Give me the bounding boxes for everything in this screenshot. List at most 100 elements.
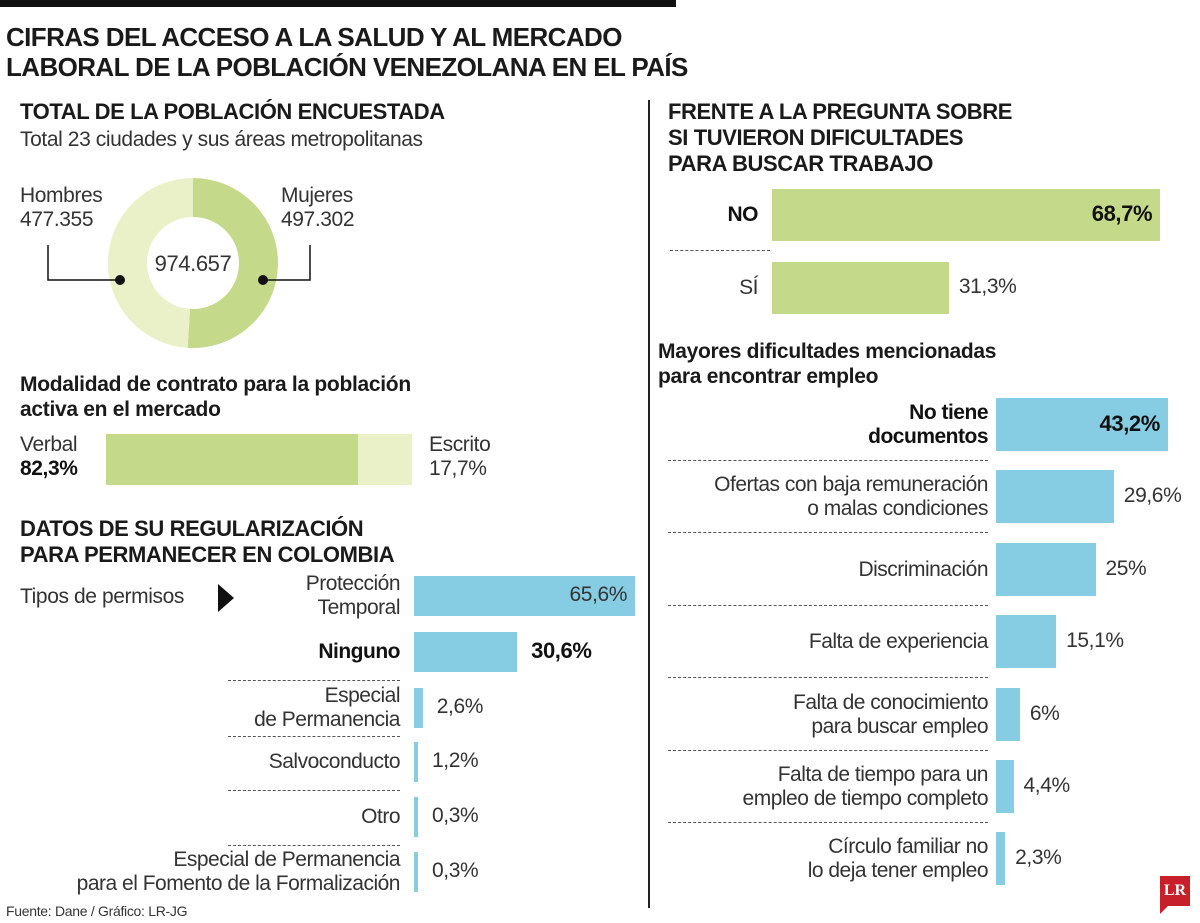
permit-value: 2,6% bbox=[436, 695, 484, 718]
label-line: Círculo familiar no bbox=[828, 834, 988, 858]
label-line: Ofertas con baja remuneración bbox=[714, 472, 988, 496]
difficulty-bar bbox=[996, 688, 1020, 741]
permit-value: 0,3% bbox=[432, 804, 479, 827]
difficulty-label: Falta de tiempo para un empleo de tiempo … bbox=[742, 762, 989, 811]
answer-label: SÍ bbox=[739, 276, 758, 300]
permit-bar bbox=[414, 797, 418, 837]
permit-value: 65,6% bbox=[569, 583, 628, 606]
label-line: lo deja tener empleo bbox=[807, 858, 989, 882]
donut-slice-mujeres bbox=[187, 178, 278, 348]
difficulty-bar bbox=[996, 543, 1096, 596]
label-line: Discriminación bbox=[858, 557, 988, 581]
separator-dashed bbox=[668, 677, 988, 678]
column-divider bbox=[648, 100, 650, 908]
label-line: SÍ bbox=[739, 276, 758, 299]
difficulty-bar bbox=[996, 398, 1168, 451]
difficulty-value: 2,3% bbox=[1015, 845, 1062, 869]
answer-label: NO bbox=[728, 203, 759, 227]
separator-dashed bbox=[228, 680, 400, 681]
label-line: Especial de Permanencia bbox=[173, 848, 400, 871]
permit-bar bbox=[414, 688, 423, 728]
difficulty-value: 25% bbox=[1105, 556, 1147, 580]
label-line: Falta de tiempo para un bbox=[777, 762, 989, 786]
permit-label: Otro bbox=[361, 805, 400, 829]
difficulty-value: 43,2% bbox=[1099, 410, 1161, 436]
answer-value: 31,3% bbox=[958, 275, 1017, 298]
permit-label: Salvoconducto bbox=[268, 750, 401, 774]
separator-dashed bbox=[228, 845, 400, 846]
difficulty-value: 4,4% bbox=[1023, 773, 1071, 797]
regularization-title: DATOS DE SU REGULARIZACIÓN PARA PERMANEC… bbox=[20, 516, 395, 567]
label-line: documentos bbox=[868, 424, 988, 448]
men-label: Hombres 477.355 bbox=[20, 184, 103, 231]
difficulty-label: Falta de experiencia bbox=[808, 629, 989, 654]
men-leader-line bbox=[47, 245, 120, 281]
difficulty-value: 6% bbox=[1029, 701, 1060, 725]
label-line: Temporal bbox=[317, 596, 401, 619]
separator-dashed bbox=[228, 736, 400, 737]
difficulty-value: 29,6% bbox=[1123, 483, 1182, 507]
permit-bar bbox=[414, 576, 636, 616]
label-line: Protección bbox=[305, 572, 401, 595]
contract-segment-escrito bbox=[357, 434, 412, 485]
label-line: Salvoconducto bbox=[268, 750, 401, 773]
difficulty-bar bbox=[996, 470, 1114, 523]
separator-dashed bbox=[668, 750, 988, 751]
contract-bar bbox=[106, 434, 412, 485]
difficulty-bar bbox=[996, 832, 1006, 885]
escrito-label: Escrito 17,7% bbox=[429, 433, 491, 480]
difficulty-label: Falta de conocimiento para buscar empleo bbox=[793, 691, 988, 739]
separator-dashed bbox=[668, 460, 988, 461]
donut-slice-hombres bbox=[107, 178, 193, 348]
difficulty-label: Ofertas con baja remuneración o malas con… bbox=[714, 473, 988, 521]
population-subtitle: Total 23 ciudades y sus áreas metropolit… bbox=[20, 128, 423, 151]
permit-types-label: Tipos de permisos bbox=[20, 585, 184, 608]
source-note: Fuente: Dane / Gráfico: LR-JG bbox=[6, 903, 188, 919]
contract-title: Modalidad de contrato para la población … bbox=[20, 373, 411, 421]
population-donut bbox=[47, 178, 311, 348]
permit-bar bbox=[414, 742, 419, 782]
permit-value: 30,6% bbox=[531, 638, 592, 663]
label-line: Falta de conocimiento bbox=[793, 690, 988, 714]
difficulty-value: 15,1% bbox=[1066, 628, 1124, 652]
permit-label: Ninguno bbox=[318, 640, 400, 664]
label-line: empleo de tiempo completo bbox=[742, 786, 989, 810]
permit-label: Protección Temporal bbox=[305, 572, 401, 620]
permit-bar bbox=[414, 852, 418, 892]
label-line: de Permanencia bbox=[254, 708, 400, 731]
label-line: Ninguno bbox=[318, 640, 400, 663]
men-marker bbox=[115, 275, 125, 285]
contract-segment-verbal bbox=[106, 434, 358, 485]
top-rule bbox=[0, 0, 676, 7]
label-line: Falta de experiencia bbox=[808, 629, 989, 653]
answer-bar bbox=[772, 262, 949, 314]
label-line: Otro bbox=[361, 805, 400, 828]
permit-value: 1,2% bbox=[432, 749, 479, 772]
separator-dashed bbox=[668, 605, 988, 606]
donut-total: 974.657 bbox=[154, 251, 232, 276]
label-line: para buscar empleo bbox=[811, 714, 988, 738]
women-leader-line bbox=[263, 245, 311, 281]
women-marker bbox=[258, 275, 268, 285]
separator-dashed bbox=[228, 790, 400, 791]
difficulty-label: No tiene documentos bbox=[868, 401, 988, 449]
difficulty-bar bbox=[996, 760, 1014, 813]
women-label: Mujeres 497.302 bbox=[281, 184, 355, 231]
difficulty-label: Círculo familiar no lo deja tener empleo bbox=[807, 834, 989, 883]
population-title: TOTAL DE LA POBLACIÓN ENCUESTADA bbox=[20, 99, 445, 124]
difficulties-title: Mayores dificultades mencionadas para en… bbox=[658, 340, 997, 388]
separator-dashed bbox=[670, 250, 770, 251]
difficulty-label: Discriminación bbox=[858, 558, 988, 582]
answer-value: 68,7% bbox=[1091, 201, 1153, 226]
answer-bar bbox=[772, 189, 1161, 241]
difficulty-bar bbox=[996, 615, 1057, 668]
permit-label: Especial de Permanencia para el Fomento d… bbox=[77, 848, 401, 896]
main-title: CIFRAS DEL ACCESO A LA SALUD Y AL MERCAD… bbox=[6, 22, 688, 82]
label-line: o malas condiciones bbox=[807, 496, 988, 520]
verbal-label: Verbal 82,3% bbox=[20, 433, 78, 480]
label-line: NO bbox=[727, 203, 759, 226]
permit-bar bbox=[414, 632, 518, 672]
separator-dashed bbox=[668, 822, 988, 823]
permit-value: 0,3% bbox=[432, 859, 479, 882]
